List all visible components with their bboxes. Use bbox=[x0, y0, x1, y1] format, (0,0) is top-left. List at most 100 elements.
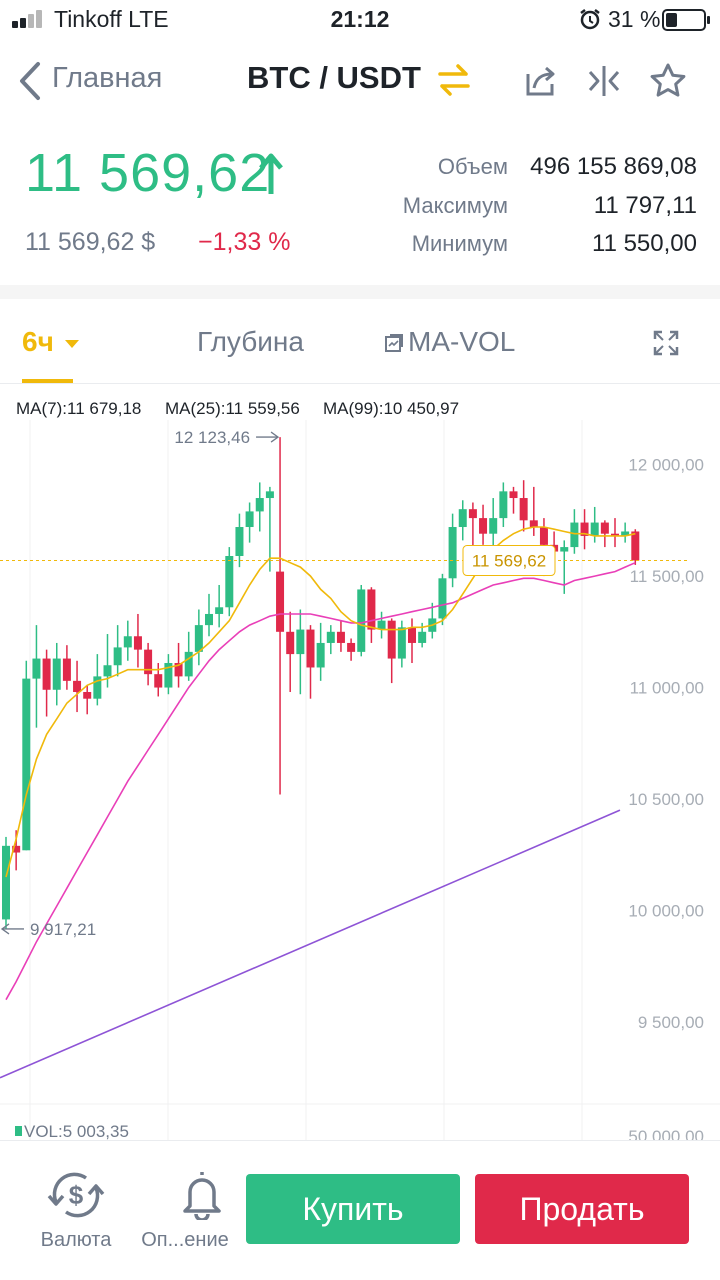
candle bbox=[133, 636, 142, 650]
candle bbox=[276, 571, 285, 632]
candle bbox=[215, 607, 224, 614]
price-usd: 11 569,62 $ bbox=[25, 228, 156, 256]
candle bbox=[164, 663, 173, 688]
candle bbox=[377, 620, 386, 630]
candle bbox=[154, 674, 163, 688]
candle bbox=[418, 631, 427, 643]
battery-icon bbox=[662, 9, 710, 31]
battery-percent: 31 % bbox=[608, 6, 661, 32]
high-value: 11 797,11 bbox=[593, 192, 697, 219]
candle bbox=[205, 613, 213, 626]
y-axis-tick: 12 000,00 bbox=[628, 456, 704, 475]
ma25-line bbox=[5, 561, 636, 1001]
candle bbox=[2, 845, 10, 920]
y-axis-tick: 10 500,00 bbox=[628, 790, 704, 809]
candle bbox=[62, 658, 71, 681]
y-axis-tick: 9 500,00 bbox=[638, 1013, 704, 1032]
candle bbox=[265, 491, 274, 499]
buy-button[interactable]: Купить bbox=[246, 1174, 460, 1244]
ma7-line bbox=[5, 526, 636, 878]
alert-button[interactable]: Оп...ение bbox=[130, 1160, 240, 1260]
alarm-icon bbox=[580, 9, 600, 30]
chart-canvas: 12 000,00 11 500,00 11 000,00 10 500,00 10 0… bbox=[0, 420, 720, 1140]
carrier-label: Tinkoff LTE bbox=[54, 6, 169, 32]
bell-icon bbox=[183, 1172, 221, 1220]
price-change: −1,33 % bbox=[198, 228, 291, 256]
candle bbox=[408, 627, 416, 643]
candle bbox=[42, 658, 51, 690]
sell-button[interactable]: Продать bbox=[475, 1174, 689, 1244]
arrow-up-icon bbox=[259, 153, 283, 194]
tab-interval[interactable]: 6ч bbox=[22, 326, 80, 358]
compare-icon[interactable] bbox=[586, 64, 622, 98]
candle bbox=[123, 636, 132, 648]
candle bbox=[438, 578, 447, 619]
bottom-divider bbox=[0, 1140, 720, 1141]
y-axis-tick: 11 500,00 bbox=[630, 567, 704, 586]
back-button[interactable] bbox=[12, 56, 182, 106]
candle bbox=[560, 547, 569, 552]
candle bbox=[600, 522, 609, 534]
candlestick-chart[interactable]: 12 000,00 11 500,00 11 000,00 10 500,00 10 0… bbox=[0, 420, 720, 1140]
status-time: 21:12 bbox=[330, 6, 390, 32]
y-axis-tick: 11 000,00 bbox=[630, 679, 704, 698]
candle bbox=[336, 631, 345, 643]
volume-value: 496 155 869,08 bbox=[530, 153, 697, 180]
candle bbox=[225, 556, 234, 608]
candle bbox=[12, 845, 21, 853]
status-bar: Tinkoff LTE 21:12 31 % bbox=[0, 0, 720, 40]
tab-divider bbox=[0, 383, 720, 384]
currency-button[interactable]: $ Валюта bbox=[30, 1160, 180, 1260]
share-icon[interactable] bbox=[524, 64, 558, 98]
candle bbox=[73, 680, 82, 692]
candle bbox=[519, 498, 528, 521]
candle bbox=[387, 620, 396, 659]
candle bbox=[621, 531, 630, 536]
candle bbox=[479, 518, 488, 534]
max-marker-arrow bbox=[270, 431, 280, 443]
pair-title[interactable]: BTC / USDT bbox=[247, 60, 421, 95]
fullscreen-icon[interactable] bbox=[653, 330, 679, 356]
tab-indicator[interactable]: MA-VOL bbox=[384, 326, 515, 358]
candle bbox=[103, 665, 112, 677]
candle bbox=[509, 491, 518, 499]
candle bbox=[113, 647, 122, 666]
volume-label: VOL:5 003,35 bbox=[24, 1122, 129, 1140]
high-label: Максимум bbox=[402, 193, 508, 218]
volume-swatch bbox=[15, 1126, 22, 1136]
currency-label: Валюта bbox=[40, 1229, 112, 1251]
candle bbox=[580, 522, 589, 536]
chevron-left-icon bbox=[20, 62, 40, 100]
candle bbox=[631, 531, 640, 561]
candle bbox=[570, 522, 579, 548]
candle bbox=[22, 678, 31, 851]
candle bbox=[590, 522, 599, 536]
candle bbox=[326, 631, 335, 643]
caret-down-icon bbox=[64, 339, 79, 348]
ma99-line bbox=[0, 809, 621, 1079]
candle bbox=[499, 491, 508, 519]
candle bbox=[347, 642, 356, 652]
candle bbox=[458, 509, 467, 528]
candle bbox=[144, 649, 153, 675]
candle bbox=[316, 642, 325, 668]
max-marker-label: 12 123,46 bbox=[174, 428, 250, 447]
alert-label: Оп...ение bbox=[141, 1229, 229, 1251]
candle bbox=[235, 527, 244, 556]
indicator-icon bbox=[385, 334, 403, 352]
candle bbox=[255, 498, 264, 512]
candle bbox=[93, 676, 102, 699]
candle bbox=[52, 658, 61, 690]
candle bbox=[367, 589, 376, 630]
candle bbox=[489, 518, 498, 534]
star-icon[interactable] bbox=[649, 62, 687, 100]
swap-icon[interactable] bbox=[436, 62, 472, 98]
candle bbox=[245, 511, 254, 528]
candle bbox=[611, 533, 619, 536]
candle bbox=[397, 627, 406, 659]
candle bbox=[448, 527, 457, 579]
candle bbox=[184, 651, 193, 677]
candle bbox=[306, 629, 315, 668]
y-axis-tick: 10 000,00 bbox=[628, 901, 704, 920]
tab-depth[interactable]: Глубина bbox=[197, 326, 304, 357]
